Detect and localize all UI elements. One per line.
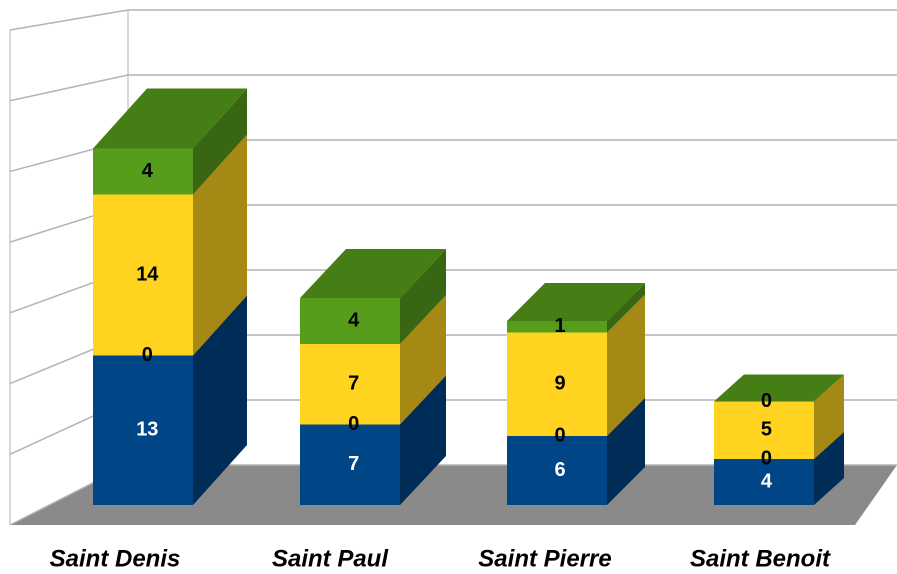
bar-face <box>507 321 607 333</box>
x-tick-label: Saint Benoit <box>690 545 831 572</box>
bar-face <box>193 295 247 505</box>
bar-face <box>300 344 400 425</box>
bar-face <box>193 88 247 195</box>
bar-face <box>300 424 400 505</box>
bar-face <box>607 294 645 436</box>
bar-face <box>93 148 193 195</box>
data-label: 9 <box>554 373 565 395</box>
bar-segment <box>300 249 446 344</box>
data-label: 0 <box>761 447 772 469</box>
floor <box>10 465 897 525</box>
bar-face <box>814 374 844 459</box>
bar-face <box>193 134 247 356</box>
bar-face <box>93 88 247 149</box>
data-label: 0 <box>142 344 153 366</box>
bar-face <box>400 375 446 505</box>
bar-segment <box>93 88 247 195</box>
bar-face <box>714 401 814 459</box>
data-label: 0 <box>348 413 359 435</box>
grid-line <box>9 9 129 31</box>
bar-face <box>607 283 645 333</box>
bar-face <box>400 295 446 425</box>
grid-line <box>9 74 129 102</box>
bar-face <box>400 249 446 344</box>
bar-face <box>507 283 645 321</box>
data-label: 6 <box>554 459 565 481</box>
bar-face <box>507 436 607 505</box>
data-label: 4 <box>348 309 360 331</box>
bar-segment <box>507 283 645 333</box>
data-label: 0 <box>554 424 565 446</box>
data-label: 4 <box>142 160 154 182</box>
bar-face <box>607 398 645 505</box>
data-label: 14 <box>136 263 159 285</box>
bar-face <box>300 249 446 298</box>
bar-face <box>93 355 193 505</box>
data-label: 13 <box>136 419 158 441</box>
x-tick-label: Saint Paul <box>272 545 389 572</box>
x-tick-label: Saint Pierre <box>478 545 611 572</box>
data-label: 5 <box>761 419 772 441</box>
bar-face <box>814 432 844 505</box>
bar-segment <box>714 374 844 402</box>
bar-face <box>93 194 193 356</box>
data-label: 1 <box>554 315 565 337</box>
bar-face <box>714 459 814 505</box>
x-tick-label: Saint Denis <box>50 545 181 572</box>
bar-face <box>507 332 607 436</box>
data-label: 4 <box>761 470 773 492</box>
data-label: 7 <box>348 453 359 475</box>
bar-face <box>300 298 400 344</box>
bar-face <box>714 374 844 402</box>
data-label: 0 <box>761 390 772 412</box>
data-label: 7 <box>348 373 359 395</box>
